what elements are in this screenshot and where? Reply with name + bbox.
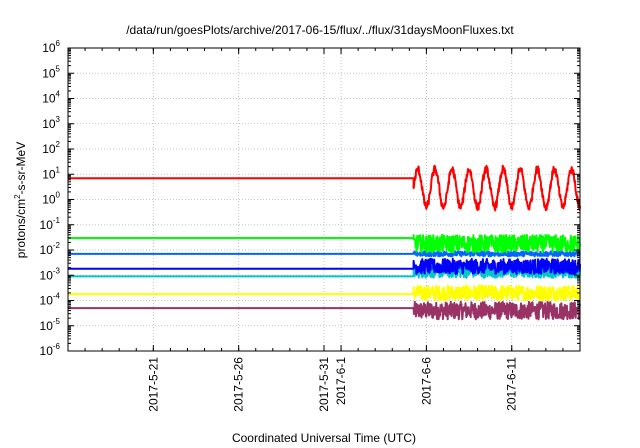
x-tick-label: 2017-5-21 <box>146 357 160 412</box>
x-tick-label: 2017-6-6 <box>419 357 433 405</box>
y-tick-label: 106 <box>42 39 60 55</box>
chart-title: /data/run/goesPlots/archive/2017-06-15/f… <box>126 23 514 37</box>
y-tick-label: 101 <box>42 165 60 181</box>
x-tick-label: 2017-5-31 <box>317 357 331 412</box>
y-tick-label: 102 <box>42 140 60 156</box>
series-line <box>68 250 581 258</box>
x-axis-label: Coordinated Universal Time (UTC) <box>232 431 416 445</box>
y-tick-label: 104 <box>42 90 60 106</box>
x-tick-label: 2017-6-11 <box>505 357 519 411</box>
x-axis: 2017-5-21 2017-5-26 2017-5-31 2017-6-1 2017-… <box>84 48 564 412</box>
x-tick-label: 2017-6-1 <box>334 357 348 405</box>
y-tick-label: 10-6 <box>40 342 61 358</box>
y-tick-label: 10-4 <box>40 292 61 308</box>
series-group <box>68 164 581 321</box>
series-line <box>68 300 581 321</box>
y-tick-label: 10-2 <box>40 241 61 257</box>
y-tick-label: 10-3 <box>40 266 61 282</box>
series-line <box>68 233 581 254</box>
y-tick-label: 10-5 <box>40 317 61 333</box>
y-tick-label: 105 <box>42 64 60 80</box>
y-axis: 10-6 10-5 10-4 10-3 10-2 10-1 100 101 102 103 104 1… <box>40 39 580 358</box>
y-tick-label: 100 <box>42 191 60 207</box>
y-axis-label-unit: -s-sr-MeV <box>14 142 28 195</box>
series-line <box>68 284 581 302</box>
series-line <box>68 164 581 212</box>
y-axis-label: protons/cm2-s-sr-MeV <box>13 142 28 258</box>
x-tick-label: 2017-5-26 <box>232 357 246 412</box>
y-axis-label-main: protons/cm <box>14 199 28 258</box>
y-tick-label: 103 <box>42 115 60 131</box>
y-tick-label: 10-1 <box>40 216 61 232</box>
y-axis-label-exponent: 2 <box>13 194 22 199</box>
series-line <box>68 257 581 275</box>
